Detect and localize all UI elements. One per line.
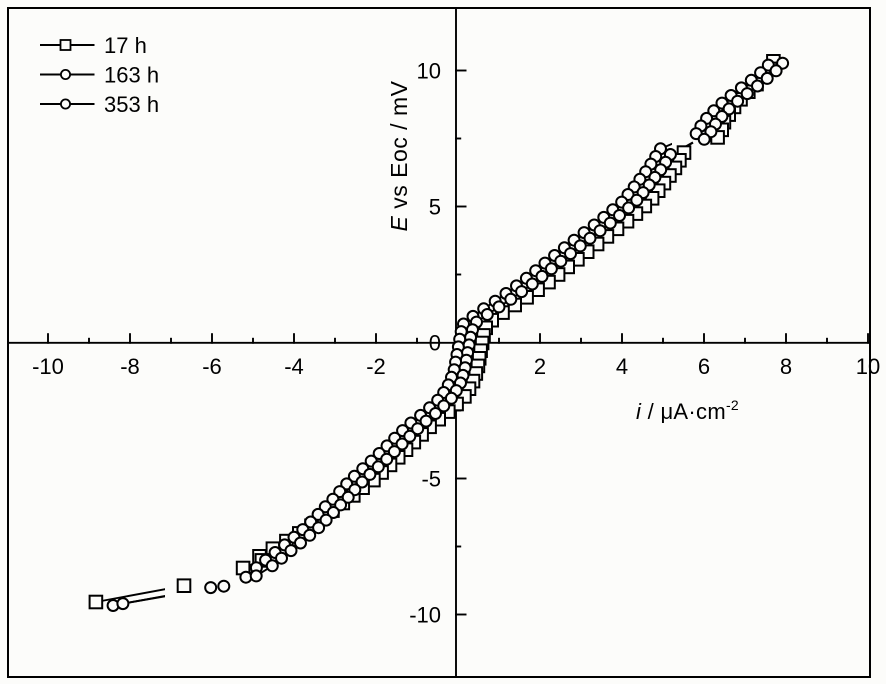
svg-text:5: 5 (429, 195, 441, 220)
svg-text:i / μA·cm-2: i / μA·cm-2 (636, 397, 739, 424)
svg-text:10: 10 (856, 354, 880, 379)
svg-text:-8: -8 (120, 354, 140, 379)
svg-text:E vs Eoc / mV: E vs Eoc / mV (386, 80, 412, 231)
svg-text:8: 8 (780, 354, 792, 379)
svg-text:4: 4 (616, 354, 628, 379)
svg-text:353 h: 353 h (104, 92, 159, 117)
svg-text:-5: -5 (421, 467, 441, 492)
svg-text:-10: -10 (32, 354, 64, 379)
svg-text:2: 2 (534, 354, 546, 379)
svg-text:6: 6 (698, 354, 710, 379)
svg-text:0: 0 (429, 331, 441, 356)
svg-text:-6: -6 (202, 354, 222, 379)
svg-text:-2: -2 (366, 354, 386, 379)
svg-text:163 h: 163 h (104, 63, 159, 88)
svg-text:10: 10 (417, 59, 441, 84)
svg-text:17 h: 17 h (104, 33, 147, 58)
svg-text:-10: -10 (409, 603, 441, 628)
svg-text:-4: -4 (284, 354, 304, 379)
